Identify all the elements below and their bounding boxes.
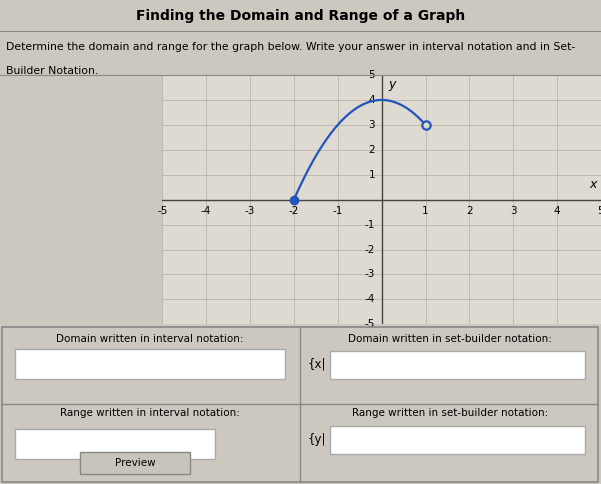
- Text: 3: 3: [368, 120, 375, 130]
- Text: 4: 4: [554, 206, 561, 216]
- Text: -3: -3: [365, 270, 375, 279]
- Text: 5: 5: [368, 70, 375, 80]
- Text: -2: -2: [365, 244, 375, 255]
- Text: Preview: Preview: [115, 458, 155, 468]
- Text: 4: 4: [368, 95, 375, 105]
- Text: -1: -1: [332, 206, 343, 216]
- Text: y: y: [388, 77, 395, 91]
- Text: -3: -3: [245, 206, 255, 216]
- Text: 3: 3: [510, 206, 517, 216]
- Text: -4: -4: [365, 294, 375, 304]
- Bar: [15, 429, 215, 459]
- Text: x: x: [589, 178, 597, 191]
- Text: {y|: {y|: [308, 433, 326, 446]
- Text: Finding the Domain and Range of a Graph: Finding the Domain and Range of a Graph: [136, 9, 465, 23]
- Text: 5: 5: [597, 206, 601, 216]
- Text: -4: -4: [201, 206, 212, 216]
- Text: 2: 2: [368, 145, 375, 155]
- Text: Range written in interval notation:: Range written in interval notation:: [60, 408, 240, 418]
- Text: Builder Notation.: Builder Notation.: [6, 66, 98, 76]
- Text: 2: 2: [466, 206, 473, 216]
- Text: {x|: {x|: [308, 358, 326, 371]
- Bar: [15, 349, 285, 379]
- Text: -5: -5: [365, 319, 375, 329]
- Text: -1: -1: [365, 220, 375, 229]
- Text: Domain written in interval notation:: Domain written in interval notation:: [56, 334, 244, 344]
- Bar: [330, 426, 585, 454]
- Text: 1: 1: [368, 170, 375, 180]
- Text: -2: -2: [288, 206, 299, 216]
- Text: Range written in set-builder notation:: Range written in set-builder notation:: [352, 408, 548, 418]
- Text: Determine the domain and range for the graph below. Write your answer in interva: Determine the domain and range for the g…: [6, 43, 575, 52]
- Text: 1: 1: [422, 206, 429, 216]
- Bar: [330, 351, 585, 379]
- Bar: [80, 452, 190, 474]
- Text: -5: -5: [157, 206, 168, 216]
- Text: Domain written in set-builder notation:: Domain written in set-builder notation:: [348, 334, 552, 344]
